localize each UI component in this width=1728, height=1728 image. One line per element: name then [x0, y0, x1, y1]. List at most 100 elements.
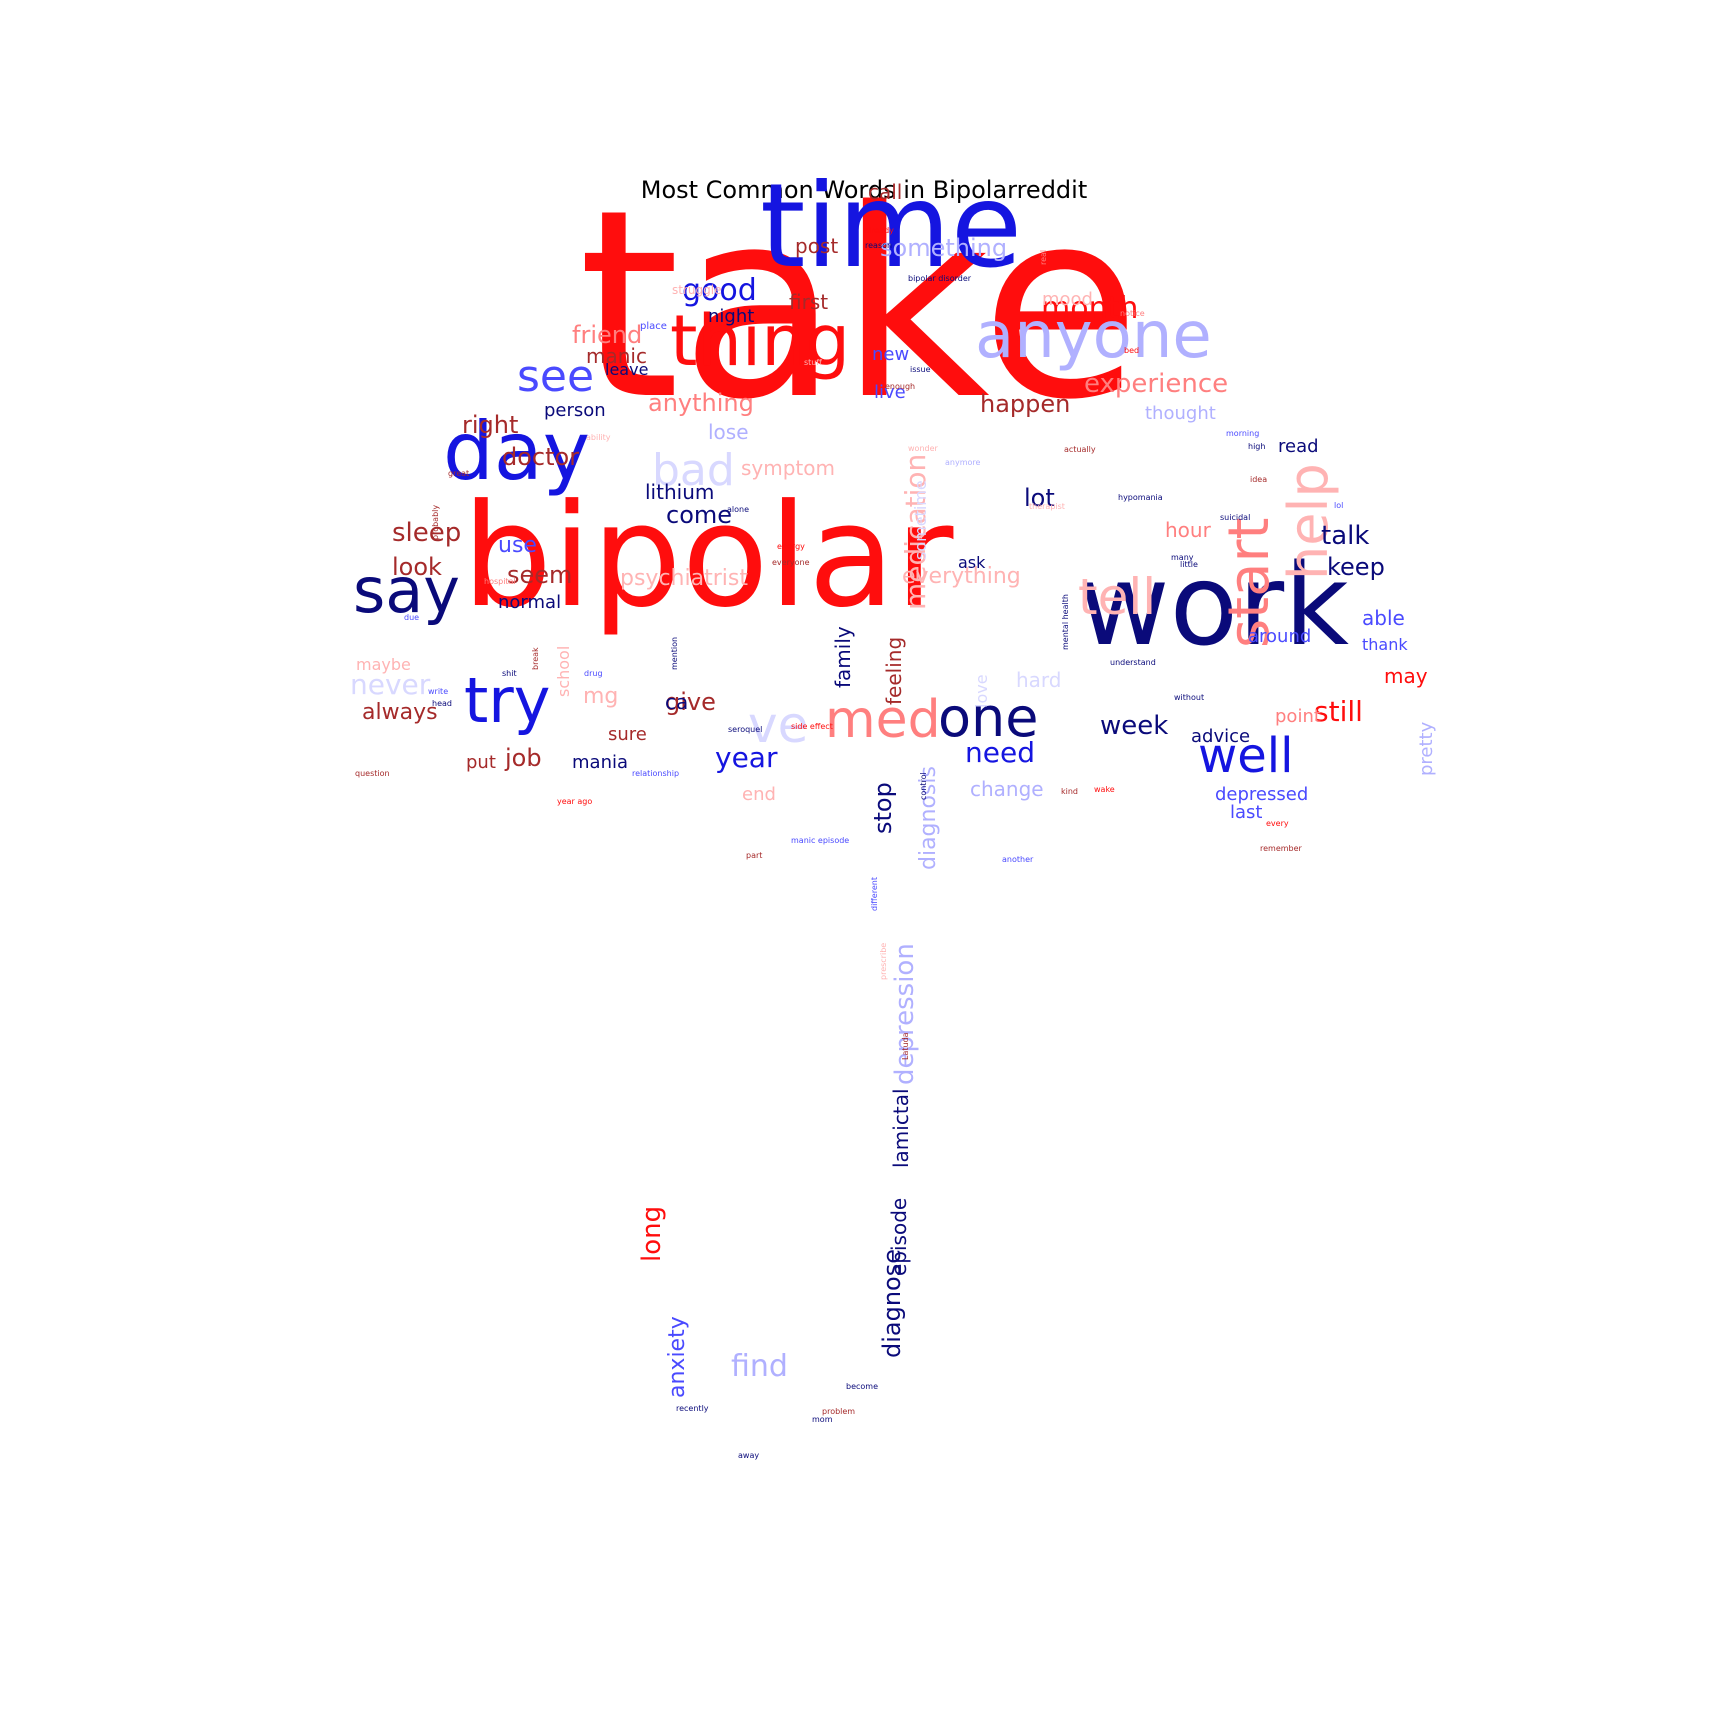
word-read: read: [1278, 435, 1319, 457]
word-love: love: [972, 674, 991, 708]
word-give: give: [665, 687, 716, 716]
word-relationship: relationship: [632, 768, 680, 778]
word-manic: manic: [586, 344, 647, 368]
word-mania: mania: [572, 751, 629, 773]
word-question: question: [355, 768, 390, 778]
word-high: high: [1248, 441, 1266, 451]
word-mention: mention: [670, 636, 679, 670]
word-energy: energy: [777, 541, 805, 551]
word-may: may: [1384, 664, 1428, 688]
word-hard: hard: [1016, 668, 1062, 692]
word-able: able: [1362, 606, 1405, 630]
word-another: another: [1002, 854, 1034, 864]
word-bipolar: bipolar: [462, 474, 954, 640]
word-use: use: [498, 533, 537, 559]
word-problem: problem: [822, 1406, 856, 1416]
word-psychiatrist: psychiatrist: [620, 566, 748, 592]
word-every: every: [1266, 818, 1289, 828]
word-depression: depression: [890, 943, 920, 1085]
word-seem: seem: [507, 560, 573, 589]
word-notice: notice: [1120, 308, 1145, 318]
word-suicidal: suicidal: [1220, 512, 1251, 522]
word-school: school: [554, 645, 573, 697]
word-due: due: [404, 612, 420, 622]
word-wonder: wonder: [908, 443, 938, 453]
word-lol: lol: [1334, 500, 1344, 510]
word-mom: mom: [812, 1414, 833, 1424]
word-ability: ability: [586, 432, 611, 442]
chart-title: Most Common Words in Bipolarreddit: [640, 176, 1088, 204]
word-stop: stop: [869, 782, 897, 834]
word-look: look: [392, 552, 442, 581]
word-family: family: [831, 626, 855, 688]
word-point: point: [1275, 705, 1321, 727]
word-tell: tell: [1078, 568, 1157, 626]
word-real: real: [1039, 249, 1048, 265]
word-something: something: [880, 233, 1008, 262]
word-anymore: anymore: [945, 457, 981, 467]
word-call: call: [868, 180, 903, 204]
word-already: already: [864, 225, 894, 235]
word-away: away: [738, 1450, 760, 1460]
word-right: right: [462, 410, 519, 439]
word-post: post: [795, 234, 839, 258]
word-doctor: doctor: [502, 442, 580, 471]
word-struggle: struggle: [672, 283, 722, 298]
word-different: different: [870, 877, 879, 911]
word-anxiety: anxiety: [665, 1316, 690, 1398]
word-well: well: [1198, 727, 1294, 784]
word-bad: bad: [652, 444, 735, 496]
word-never: never: [350, 667, 431, 701]
word-talk: talk: [1321, 521, 1370, 552]
word-anything: anything: [648, 388, 754, 417]
word-first: first: [789, 290, 829, 314]
word-without: without: [1174, 692, 1205, 702]
word-lose: lose: [708, 420, 749, 444]
word-actually: actually: [1064, 444, 1096, 454]
word-experience: experience: [1084, 369, 1229, 400]
word-night: night: [708, 305, 755, 327]
word-lithium: lithium: [645, 480, 715, 504]
word-job: job: [505, 743, 542, 772]
word-drug: drug: [584, 668, 603, 678]
word-time: time: [760, 159, 1023, 295]
word-bed: bed: [1124, 345, 1140, 355]
word-person: person: [544, 399, 606, 421]
word-head: head: [432, 698, 452, 708]
word-control: control: [919, 772, 928, 800]
word-probably: probably: [431, 504, 440, 540]
word-lamictal: lamictal: [889, 1088, 913, 1168]
word-great: great: [448, 468, 470, 478]
word-live: live: [874, 381, 906, 403]
word-hour: hour: [1165, 518, 1211, 542]
word-morning: morning: [1226, 428, 1260, 438]
word-little: little: [1180, 559, 1198, 569]
word-mood: mood: [1042, 288, 1093, 310]
word-ca: ca: [665, 690, 689, 714]
word-maybe: maybe: [356, 655, 411, 675]
word-ask: ask: [958, 553, 986, 573]
word-need: need: [965, 735, 1035, 769]
word-normal: normal: [498, 591, 562, 613]
word-say: say: [353, 554, 460, 628]
word-end: end: [742, 783, 776, 805]
word-part: part: [746, 850, 763, 860]
word-many: many: [1171, 552, 1194, 562]
word-year: year: [715, 740, 778, 774]
word-anyone: anyone: [975, 298, 1212, 373]
word-take: take: [578, 155, 1141, 457]
word-week: week: [1100, 711, 1169, 742]
word-reason: reason: [865, 240, 893, 250]
word-still: still: [1314, 694, 1363, 728]
word-med: med: [825, 690, 941, 751]
word-last: last: [1230, 801, 1263, 823]
word-prescribe: prescribe: [879, 942, 888, 980]
word-hospital: hospital: [484, 576, 516, 586]
word-remember: remember: [1260, 843, 1302, 853]
word-seroquel: seroquel: [728, 724, 763, 734]
word-put: put: [466, 751, 496, 773]
word-issue: issue: [910, 364, 931, 374]
word-everything: everything: [902, 564, 1021, 590]
